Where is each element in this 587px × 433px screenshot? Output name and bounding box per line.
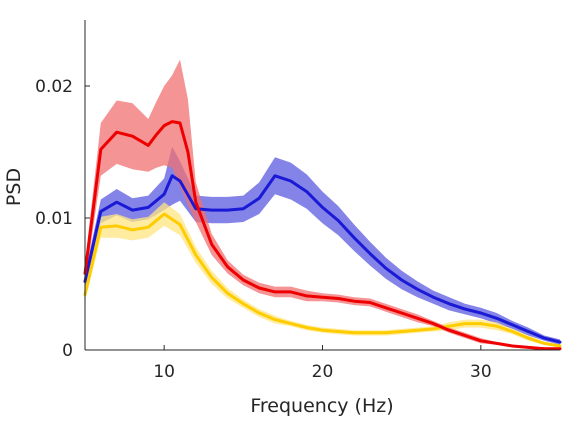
x-tick-label: 20 xyxy=(312,362,334,382)
error-bands xyxy=(85,59,560,350)
x-tick-label: 10 xyxy=(153,362,175,382)
x-axis-label: Frequency (Hz) xyxy=(250,395,393,417)
y-axis-label: PSD xyxy=(3,168,25,206)
error-band-0 xyxy=(85,146,560,345)
series-line-2 xyxy=(83,120,562,351)
series-line-0 xyxy=(83,174,562,344)
y-tick-label: 0 xyxy=(62,341,73,361)
ticks: 10 20 30 0 0.01 0.02 xyxy=(35,77,492,382)
series-lines xyxy=(83,120,562,351)
series-line-1 xyxy=(83,212,562,348)
y-tick-label: 0.01 xyxy=(35,209,73,229)
x-tick-label: 30 xyxy=(470,362,492,382)
y-tick-label: 0.02 xyxy=(35,77,73,97)
